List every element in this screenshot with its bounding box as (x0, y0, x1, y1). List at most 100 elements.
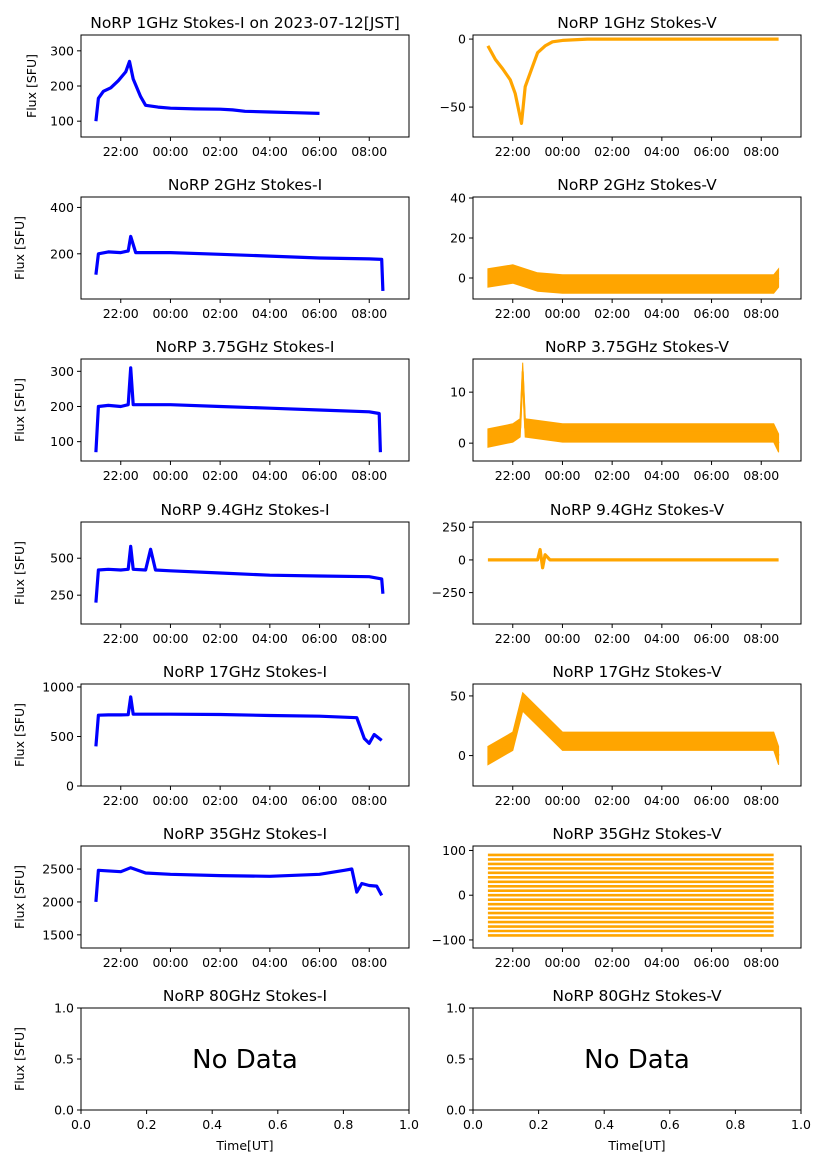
x-tick-label: 00:00 (544, 631, 580, 646)
x-axis-label: Time[UT] (607, 1138, 665, 1153)
x-tick-label: 1.0 (399, 1117, 419, 1132)
panel-title: NoRP 2GHz Stokes-I (168, 176, 322, 194)
x-tick-label: 0.0 (71, 1117, 91, 1132)
x-tick-label: 08:00 (351, 468, 387, 483)
panel-title: NoRP 1GHz Stokes-I on 2023-07-12[JST] (90, 14, 400, 32)
series-layer (94, 366, 382, 453)
x-tick-label: 04:00 (252, 631, 288, 646)
x-axis-label: Time[UT] (215, 1138, 273, 1153)
x-tick-label: 00:00 (152, 144, 188, 159)
x-tick-label: 04:00 (644, 468, 680, 483)
y-tick-label: 250 (50, 588, 74, 603)
panel-17ghz-i: NoRP 17GHz Stokes-I Flux [SFU] 0 500 1000 22:… (12, 663, 410, 808)
series-line (487, 547, 779, 570)
x-tick-label: 0.0 (463, 1117, 483, 1132)
x-tick-label: 1.0 (791, 1117, 811, 1132)
x-tick-label: 08:00 (743, 306, 779, 321)
panel-3ghz-v: NoRP 3.75GHz Stokes-V 0 10 22:00 00:00 02:00 0… (450, 338, 802, 483)
y-tick-label: 200 (50, 399, 74, 414)
y-tick-label: 40 (450, 191, 466, 206)
x-tick-label: 00:00 (544, 793, 580, 808)
x-tick-label: 22:00 (103, 955, 139, 970)
axes-frame (472, 358, 802, 462)
no-data-label: No Data (192, 1045, 298, 1075)
series-line (486, 37, 779, 126)
x-tick-label: 08:00 (351, 144, 387, 159)
axes-frame (80, 358, 410, 462)
y-tick-label: 1000 (42, 679, 74, 694)
y-tick-label: 0.0 (446, 1103, 466, 1118)
x-tick-label: 22:00 (495, 468, 531, 483)
y-tick-label: −100 (432, 932, 466, 947)
series-layer (487, 853, 774, 937)
x-tick-label: 04:00 (644, 144, 680, 159)
x-tick-label: 06:00 (302, 306, 338, 321)
x-tick-label: 02:00 (594, 955, 630, 970)
panel-title: NoRP 17GHz Stokes-V (552, 663, 722, 681)
x-tick-label: 04:00 (252, 144, 288, 159)
y-tick-label: −250 (432, 585, 466, 600)
y-tick-label: 1500 (42, 927, 74, 942)
x-tick-label: 08:00 (351, 955, 387, 970)
y-tick-label: 300 (50, 364, 74, 379)
series-layer (486, 37, 779, 126)
panel-title: NoRP 80GHz Stokes-I (163, 987, 327, 1005)
x-tick-label: 22:00 (103, 468, 139, 483)
x-tick-label: 00:00 (544, 955, 580, 970)
series-line (94, 695, 383, 747)
y-tick-label: 0.0 (54, 1103, 74, 1118)
panel-9ghz-i: NoRP 9.4GHz Stokes-I Flux [SFU] 250 500 22:0… (12, 501, 410, 646)
y-axis-label: Flux [SFU] (12, 703, 27, 767)
x-tick-label: 00:00 (152, 955, 188, 970)
x-tick-label: 22:00 (495, 631, 531, 646)
x-tick-label: 02:00 (594, 631, 630, 646)
axes-frame (472, 196, 802, 300)
panel-1ghz-v: NoRP 1GHz Stokes-V 0 −50 22:00 00:00 02:00 04:… (440, 14, 802, 159)
y-tick-label: 50 (450, 688, 466, 703)
y-tick-label: 0 (458, 436, 466, 451)
x-tick-label: 00:00 (544, 306, 580, 321)
series-layer (94, 59, 320, 122)
x-tick-label: 02:00 (202, 793, 238, 808)
series-line (487, 273, 780, 285)
x-tick-label: 04:00 (644, 955, 680, 970)
x-tick-label: 00:00 (152, 793, 188, 808)
x-tick-label: 22:00 (103, 306, 139, 321)
series-layer (94, 866, 384, 903)
x-tick-label: 06:00 (302, 955, 338, 970)
x-tick-label: 06:00 (302, 793, 338, 808)
x-tick-label: 04:00 (644, 793, 680, 808)
y-tick-label: 300 (50, 43, 74, 58)
x-tick-label: 06:00 (694, 793, 730, 808)
x-tick-label: 00:00 (544, 144, 580, 159)
series-layer (487, 362, 780, 453)
x-tick-label: 08:00 (743, 468, 779, 483)
x-tick-label: 04:00 (644, 631, 680, 646)
panel-35ghz-i: NoRP 35GHz Stokes-I Flux [SFU] 1500 2000 250… (12, 825, 410, 970)
panel-2ghz-v: NoRP 2GHz Stokes-V 0 20 40 22:00 00:00 02:00 04… (450, 176, 802, 321)
x-tick-label: 22:00 (495, 306, 531, 321)
panel-17ghz-v: NoRP 17GHz Stokes-V 0 50 22:00 00:00 02:00 04:… (450, 663, 802, 808)
x-tick-label: 08:00 (351, 793, 387, 808)
x-tick-label: 0.4 (594, 1117, 614, 1132)
axes-frame (80, 683, 410, 787)
x-tick-label: 06:00 (694, 631, 730, 646)
panel-title: NoRP 35GHz Stokes-V (552, 825, 722, 843)
x-tick-label: 08:00 (351, 631, 387, 646)
x-tick-label: 06:00 (302, 468, 338, 483)
series-line (94, 866, 384, 903)
axes-frame (472, 521, 802, 625)
x-tick-label: 22:00 (103, 144, 139, 159)
y-tick-label: 100 (50, 434, 74, 449)
x-tick-label: 02:00 (202, 144, 238, 159)
y-tick-label: −50 (440, 100, 466, 115)
series-line (94, 544, 385, 603)
y-tick-label: 0 (458, 32, 466, 47)
x-tick-label: 06:00 (302, 631, 338, 646)
x-tick-label: 0.4 (202, 1117, 222, 1132)
axes-frame (472, 34, 802, 138)
y-tick-label: 20 (450, 231, 466, 246)
x-tick-label: 22:00 (495, 144, 531, 159)
axes-frame (80, 845, 410, 949)
